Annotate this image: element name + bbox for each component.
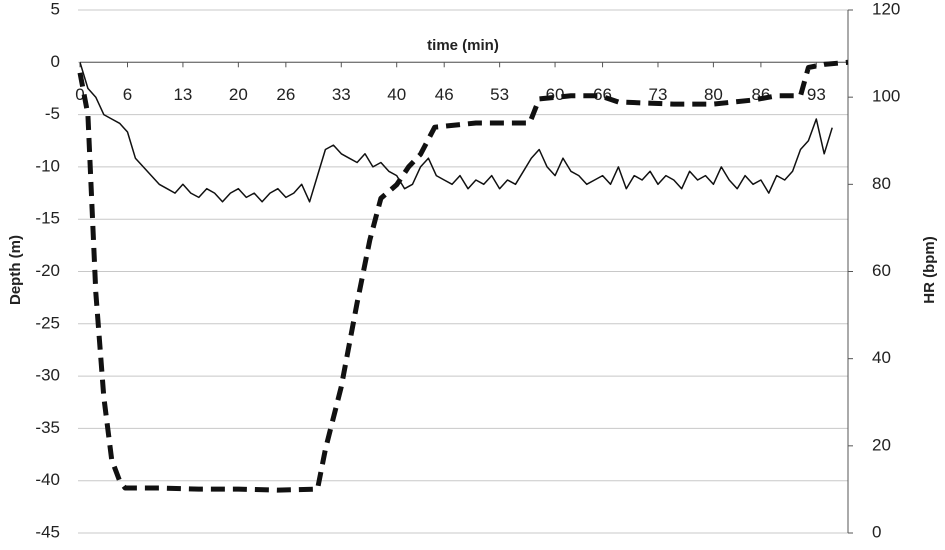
x-tick-label: 40	[387, 85, 406, 104]
y2-axis-title: HR (bpm)	[921, 236, 938, 304]
y-tick-label: 0	[51, 52, 60, 71]
x-tick-label: 20	[229, 85, 248, 104]
y-tick-label: 5	[51, 0, 60, 18]
x-axis-title: time (min)	[427, 37, 499, 54]
x-tick-label: 53	[490, 85, 509, 104]
y2-tick-label: 0	[872, 522, 881, 541]
y2-tick-label: 60	[872, 261, 891, 280]
y2-tick-label: 120	[872, 0, 900, 18]
x-tick-label: 6	[123, 85, 132, 104]
y2-tick-label: 20	[872, 435, 891, 454]
x-tick-label: 26	[276, 85, 295, 104]
y-tick-label: -35	[35, 418, 60, 437]
series-line	[77, 59, 849, 493]
y-tick-label: -5	[45, 104, 60, 123]
y-tick-label: -30	[35, 366, 60, 385]
series-line	[79, 62, 833, 203]
y-tick-label: -45	[35, 522, 60, 541]
x-tick-label: 13	[173, 85, 192, 104]
y-tick-label: -25	[35, 313, 60, 332]
y2-tick-label: 80	[872, 174, 891, 193]
y-tick-label: -10	[35, 156, 60, 175]
x-tick-label: 33	[332, 85, 351, 104]
y2-tick-label: 100	[872, 87, 900, 106]
y-tick-label: -20	[35, 261, 60, 280]
x-tick-label: 0	[75, 85, 84, 104]
y-tick-label: -15	[35, 209, 60, 228]
x-tick-label: 93	[807, 85, 826, 104]
x-tick-label: 80	[704, 85, 723, 104]
x-tick-label: 73	[649, 85, 668, 104]
y-axis-title: Depth (m)	[7, 235, 24, 305]
y-tick-label: -40	[35, 470, 60, 489]
x-tick-label: 46	[435, 85, 454, 104]
y2-tick-label: 40	[872, 348, 891, 367]
